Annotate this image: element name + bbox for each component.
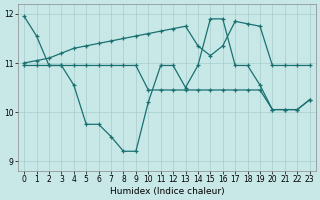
X-axis label: Humidex (Indice chaleur): Humidex (Indice chaleur)	[109, 187, 224, 196]
